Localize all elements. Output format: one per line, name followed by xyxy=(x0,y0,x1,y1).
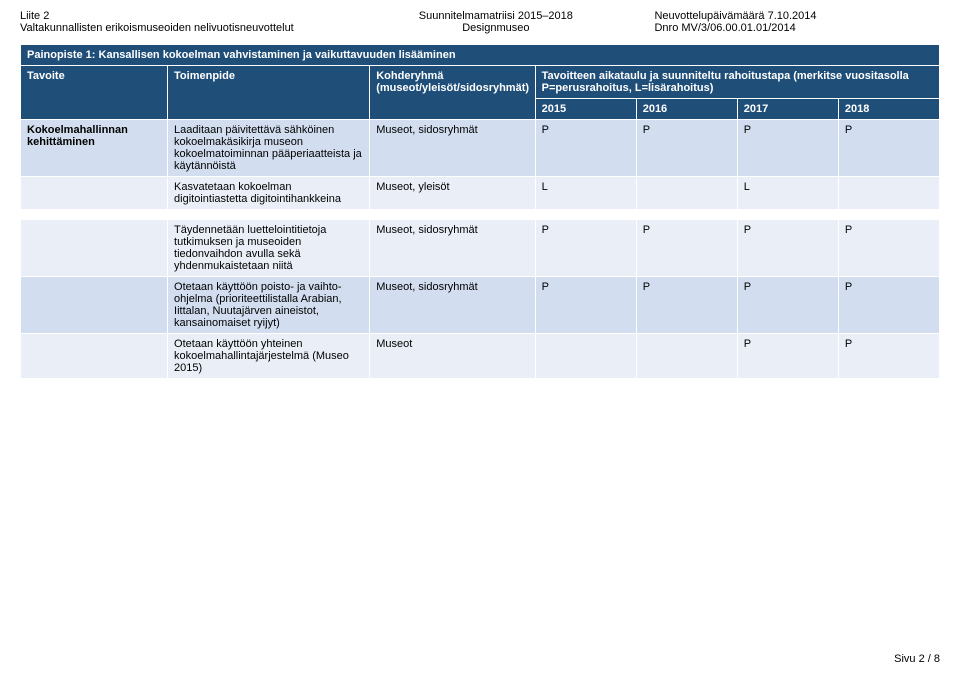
table-row xyxy=(21,210,940,220)
cell-goal xyxy=(21,220,168,277)
cell-year: P xyxy=(636,220,737,277)
header-right-line1: Neuvottelupäivämäärä 7.10.2014 xyxy=(654,10,940,22)
cell-goal xyxy=(21,334,168,379)
header-right: Neuvottelupäivämäärä 7.10.2014 Dnro MV/3… xyxy=(654,10,940,34)
matrix-table: Painopiste 1: Kansallisen kokoelman vahv… xyxy=(20,44,940,379)
cell-year xyxy=(636,334,737,379)
cell-goal xyxy=(21,277,168,334)
header-left-line2: Valtakunnallisten erikoismuseoiden neliv… xyxy=(20,22,337,34)
cell-year: P xyxy=(535,220,636,277)
cell-action: Kasvatetaan kokoelman digitointiastetta … xyxy=(168,177,370,210)
header-right-line2: Dnro MV/3/06.00.01.01/2014 xyxy=(654,22,940,34)
header-center-line1: Suunnitelmamatriisi 2015–2018 xyxy=(337,10,654,22)
cell-goal xyxy=(21,177,168,210)
page-footer: Sivu 2 / 8 xyxy=(894,653,940,665)
header-left-line1: Liite 2 xyxy=(20,10,337,22)
cell-year xyxy=(636,177,737,210)
page-header: Liite 2 Valtakunnallisten erikoismuseoid… xyxy=(20,10,940,34)
cell-year: P xyxy=(737,277,838,334)
cell-action: Laaditaan päivitettävä sähköinen kokoelm… xyxy=(168,120,370,177)
header-center-line2: Designmuseo xyxy=(337,22,654,34)
cell-year: L xyxy=(737,177,838,210)
cell-year: P xyxy=(737,334,838,379)
col-goal: Tavoite xyxy=(21,66,168,120)
matrix-body: Kokoelmahallinnan kehittäminenLaaditaan … xyxy=(21,120,940,379)
cell-action: Otetaan käyttöön yhteinen kokoelmahallin… xyxy=(168,334,370,379)
col-target: Kohderyhmä (museot/yleisöt/sidosryhmät) xyxy=(370,66,535,120)
cell-year: L xyxy=(535,177,636,210)
spacer-cell xyxy=(21,210,940,220)
cell-target: Museot, yleisöt xyxy=(370,177,535,210)
col-action: Toimenpide xyxy=(168,66,370,120)
year-2018: 2018 xyxy=(838,99,939,120)
cell-year xyxy=(838,177,939,210)
cell-year: P xyxy=(636,277,737,334)
cell-year: P xyxy=(737,220,838,277)
col-schedule: Tavoitteen aikataulu ja suunniteltu raho… xyxy=(535,66,939,99)
year-2016: 2016 xyxy=(636,99,737,120)
cell-year: P xyxy=(737,120,838,177)
cell-action: Täydennetään luettelointitietoja tutkimu… xyxy=(168,220,370,277)
cell-year: P xyxy=(838,277,939,334)
cell-target: Museot, sidosryhmät xyxy=(370,277,535,334)
cell-target: Museot, sidosryhmät xyxy=(370,220,535,277)
cell-goal: Kokoelmahallinnan kehittäminen xyxy=(21,120,168,177)
column-header-row: Tavoite Toimenpide Kohderyhmä (museot/yl… xyxy=(21,66,940,99)
cell-year: P xyxy=(535,277,636,334)
table-row: Otetaan käyttöön poisto- ja vaihto-ohjel… xyxy=(21,277,940,334)
header-left: Liite 2 Valtakunnallisten erikoismuseoid… xyxy=(20,10,337,34)
table-row: Kasvatetaan kokoelman digitointiastetta … xyxy=(21,177,940,210)
table-row: Kokoelmahallinnan kehittäminenLaaditaan … xyxy=(21,120,940,177)
year-2017: 2017 xyxy=(737,99,838,120)
year-2015: 2015 xyxy=(535,99,636,120)
section-title: Painopiste 1: Kansallisen kokoelman vahv… xyxy=(21,45,940,66)
table-row: Täydennetään luettelointitietoja tutkimu… xyxy=(21,220,940,277)
cell-year: P xyxy=(838,120,939,177)
cell-target: Museot, sidosryhmät xyxy=(370,120,535,177)
cell-action: Otetaan käyttöön poisto- ja vaihto-ohjel… xyxy=(168,277,370,334)
cell-target: Museot xyxy=(370,334,535,379)
table-row: Otetaan käyttöön yhteinen kokoelmahallin… xyxy=(21,334,940,379)
cell-year: P xyxy=(636,120,737,177)
cell-year xyxy=(535,334,636,379)
header-center: Suunnitelmamatriisi 2015–2018 Designmuse… xyxy=(337,10,654,34)
cell-year: P xyxy=(535,120,636,177)
section-title-row: Painopiste 1: Kansallisen kokoelman vahv… xyxy=(21,45,940,66)
cell-year: P xyxy=(838,220,939,277)
cell-year: P xyxy=(838,334,939,379)
